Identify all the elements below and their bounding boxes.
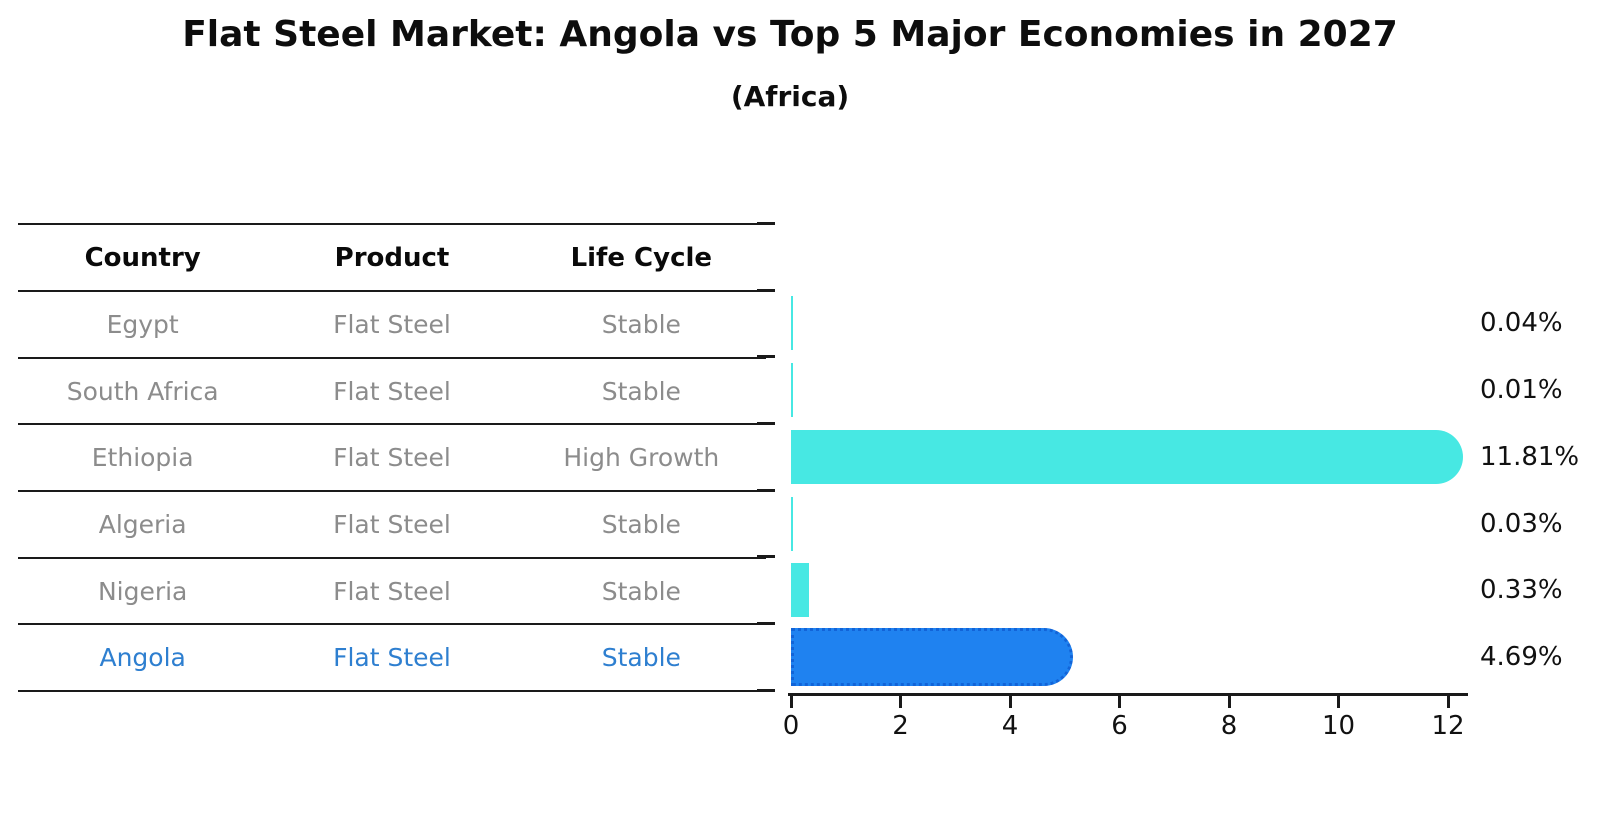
y-tick xyxy=(757,688,775,692)
cell-product: Flat Steel xyxy=(333,376,451,406)
col-header-lifecycle: Life Cycle xyxy=(570,242,713,273)
cell-lifecycle: Stable xyxy=(601,309,681,339)
x-tick xyxy=(899,696,902,708)
cell-product: Flat Steel xyxy=(333,643,451,673)
table-header-row: Country Product Life Cycle xyxy=(18,225,766,292)
y-tick xyxy=(757,355,775,359)
bar xyxy=(791,496,793,551)
x-tick-label: 12 xyxy=(1431,711,1465,741)
chart-title: Flat Steel Market: Angola vs Top 5 Major… xyxy=(182,14,1398,55)
value-label: 0.33% xyxy=(1480,575,1563,606)
value-label: 0.03% xyxy=(1480,508,1563,539)
y-tick xyxy=(757,421,775,425)
table-row: Nigeria Flat Steel Stable xyxy=(18,559,766,626)
x-axis-line xyxy=(788,693,1468,696)
cell-product: Flat Steel xyxy=(333,309,451,339)
bar xyxy=(791,363,793,418)
table-row: Egypt Flat Steel Stable xyxy=(18,292,766,359)
table-row: Angola Flat Steel Stable xyxy=(18,625,766,693)
x-tick xyxy=(1008,696,1012,708)
cell-product: Flat Steel xyxy=(333,509,451,539)
x-tick-label: 10 xyxy=(1321,711,1356,741)
cell-lifecycle: Stable xyxy=(601,576,681,606)
bar xyxy=(791,563,810,618)
chart-subtitle: (Africa) xyxy=(730,80,850,113)
value-label: 0.01% xyxy=(1480,375,1563,406)
bar xyxy=(791,429,1463,484)
table-row: Algeria Flat Steel Stable xyxy=(18,492,766,559)
x-tick-label: 4 xyxy=(1001,711,1019,741)
value-label: 11.81% xyxy=(1480,441,1580,472)
x-tick xyxy=(1227,696,1231,708)
cell-country: Egypt xyxy=(106,309,179,339)
value-label: 0.04% xyxy=(1480,308,1563,339)
x-tick-label: 2 xyxy=(892,711,909,741)
cell-country: Nigeria xyxy=(97,576,188,606)
col-header-product: Product xyxy=(334,242,450,273)
y-tick xyxy=(757,555,775,559)
x-tick-label: 0 xyxy=(782,711,800,741)
table-row: South Africa Flat Steel Stable xyxy=(18,359,766,426)
col-header-country: Country xyxy=(84,242,201,273)
x-tick xyxy=(1446,696,1450,708)
cell-product: Flat Steel xyxy=(333,576,451,606)
x-tick-label: 6 xyxy=(1111,711,1128,741)
cell-country: South Africa xyxy=(66,376,219,406)
cell-lifecycle: Stable xyxy=(601,376,681,406)
cell-lifecycle: Stable xyxy=(601,643,681,673)
cell-lifecycle: Stable xyxy=(601,509,681,539)
y-tick xyxy=(757,488,775,492)
cell-country: Algeria xyxy=(98,509,187,539)
bar-angola-highlight xyxy=(791,627,1073,686)
x-tick xyxy=(1118,696,1121,708)
y-tick xyxy=(757,622,775,625)
cell-country: Ethiopia xyxy=(91,443,194,473)
x-tick xyxy=(789,696,793,708)
y-tick xyxy=(757,221,775,225)
y-tick xyxy=(757,288,775,292)
cell-product: Flat Steel xyxy=(333,443,451,473)
value-label: 4.69% xyxy=(1480,641,1563,672)
x-tick xyxy=(1337,696,1340,708)
x-tick-label: 8 xyxy=(1220,711,1238,741)
table-row: Ethiopia Flat Steel High Growth xyxy=(18,425,766,493)
cell-country: Angola xyxy=(99,643,186,673)
bar xyxy=(791,296,794,351)
country-table: Country Product Life Cycle Egypt Flat Ste… xyxy=(18,223,766,693)
cell-lifecycle: High Growth xyxy=(563,443,720,473)
